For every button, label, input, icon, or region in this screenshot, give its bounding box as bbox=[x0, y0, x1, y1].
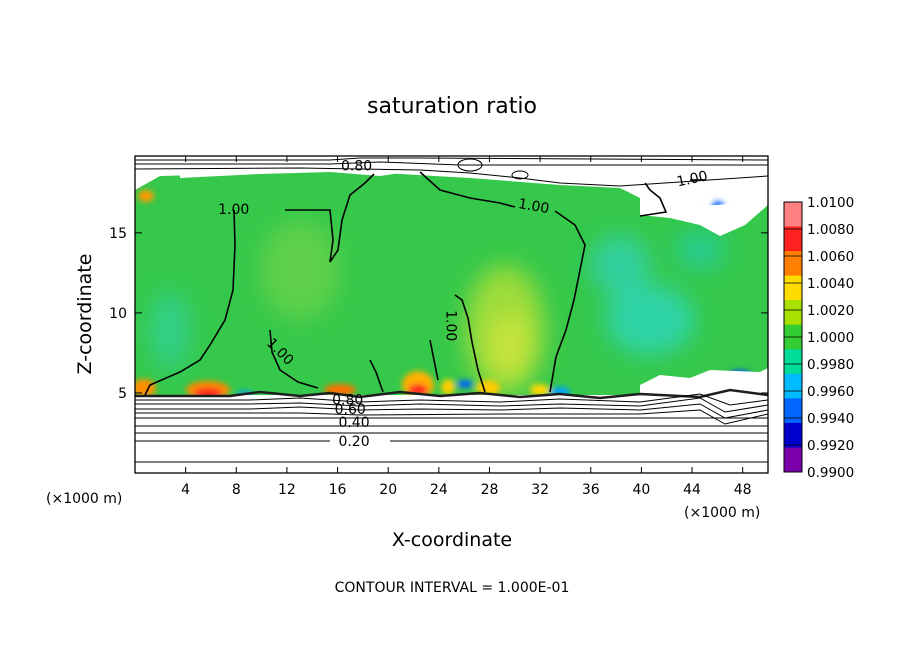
contour-1-00 bbox=[269, 329, 319, 389]
x-tick-label: 16 bbox=[329, 482, 347, 498]
contour-label: 1.00 bbox=[517, 196, 550, 217]
x-unit-right: (×1000 m) bbox=[684, 505, 760, 521]
colorbar-swatch bbox=[784, 422, 802, 448]
contour-1-00 bbox=[285, 173, 375, 263]
field-light bbox=[260, 220, 340, 320]
contour-label: 1.00 bbox=[218, 202, 249, 218]
y-tick-label: 5 bbox=[118, 386, 127, 402]
contour-1-00 bbox=[369, 359, 384, 393]
colorbar-label: 1.0060 bbox=[807, 249, 854, 265]
contour-1-00 bbox=[549, 210, 586, 393]
contour-label-text: 1.00 bbox=[443, 310, 459, 341]
colorbar-swatch bbox=[784, 349, 802, 375]
x-axis: 4 8 12 16 20 24 28 32 36 40 44 48 bbox=[181, 156, 752, 498]
colorbar-label: 1.0080 bbox=[807, 222, 854, 238]
contour-label: 0.60 bbox=[335, 402, 366, 418]
field-cyan bbox=[150, 290, 190, 370]
contour-lines bbox=[144, 171, 705, 396]
x-tick-label: 20 bbox=[379, 482, 397, 498]
colorbar-label: 1.0000 bbox=[807, 330, 854, 346]
contour-label-text: 1.00 bbox=[218, 202, 249, 218]
x-tick-label: 40 bbox=[632, 482, 650, 498]
contour-1-00 bbox=[639, 182, 668, 217]
colorbar: 1.0100 1.0080 1.0060 1.0040 1.0020 1.0000 0.99… bbox=[783, 195, 854, 481]
x-tick-label: 8 bbox=[232, 482, 241, 498]
colorbar-label: 1.0020 bbox=[807, 303, 854, 319]
colorbar-label: 0.9980 bbox=[807, 357, 854, 373]
contour-1-00 bbox=[429, 339, 439, 381]
colorbar-label: 1.0040 bbox=[807, 276, 854, 292]
colorbar-swatch bbox=[784, 447, 802, 473]
contour-label: 0.20 bbox=[338, 434, 369, 450]
contour-1-00 bbox=[419, 171, 516, 208]
colorbar-swatch bbox=[784, 251, 802, 277]
field-light bbox=[488, 313, 532, 377]
colorbar-swatch bbox=[784, 226, 802, 252]
colorbar-label: 0.9920 bbox=[807, 438, 854, 454]
contour-label: 0.80 bbox=[332, 392, 363, 408]
white-pocket bbox=[640, 368, 768, 395]
x-tick-label: 32 bbox=[531, 482, 549, 498]
spot-cool bbox=[457, 380, 473, 388]
contour-1-00 bbox=[144, 209, 236, 396]
colorbar-swatch bbox=[784, 202, 802, 228]
y-axis-label: Z-coordinate bbox=[74, 254, 96, 375]
colorbar-swatch bbox=[784, 275, 802, 301]
x-tick-label: 4 bbox=[181, 482, 190, 498]
white-pocket bbox=[640, 190, 768, 236]
colorbar-label: 1.0100 bbox=[807, 195, 854, 211]
contour-label-text: 0.80 bbox=[332, 392, 363, 408]
contour-label-text: 0.40 bbox=[338, 415, 369, 431]
spot-warm bbox=[530, 384, 550, 396]
plot-area bbox=[135, 156, 768, 473]
x-tick-label: 44 bbox=[683, 482, 701, 498]
plot-frame bbox=[134, 155, 769, 474]
x-unit-left: (×1000 m) bbox=[46, 491, 122, 507]
contour-label-text: 0.80 bbox=[341, 159, 372, 175]
colorbar-swatch bbox=[784, 398, 802, 424]
spot-warm bbox=[138, 190, 154, 202]
colorbar-swatch bbox=[784, 300, 802, 326]
spot-warm bbox=[441, 379, 455, 395]
y-axis: 5 10 15 bbox=[109, 226, 768, 402]
isolines-lower bbox=[135, 393, 768, 463]
contour-1-00 bbox=[454, 294, 486, 393]
y-tick-label: 15 bbox=[109, 226, 127, 242]
isolines-upper bbox=[135, 157, 768, 187]
colorbar-label: 0.9900 bbox=[807, 465, 854, 481]
cloud-base-edge bbox=[135, 388, 768, 400]
colorbar-swatch bbox=[784, 373, 802, 399]
x-axis-label: X-coordinate bbox=[392, 529, 512, 551]
white-pocket bbox=[180, 165, 420, 178]
contour-label-text: 0.20 bbox=[338, 434, 369, 450]
contour-label: 1.00 bbox=[443, 310, 459, 341]
colorbar-label: 0.9940 bbox=[807, 411, 854, 427]
x-tick-label: 36 bbox=[582, 482, 600, 498]
contour-label: 0.80 bbox=[341, 159, 372, 175]
colorbar-label: 0.9960 bbox=[807, 384, 854, 400]
contour-label: 1.00 bbox=[675, 168, 709, 190]
x-tick-label: 28 bbox=[481, 482, 499, 498]
field-cyan bbox=[675, 230, 725, 270]
contour-label-text: 1.00 bbox=[517, 196, 550, 217]
contour-labels: 0.801.00 1.001.001.001.000.800.600.400.20 bbox=[218, 159, 709, 450]
field-cyan bbox=[590, 235, 650, 295]
x-tick-label: 12 bbox=[278, 482, 296, 498]
contour-label-text: 1.00 bbox=[675, 168, 709, 190]
contour-interval-footer: CONTOUR INTERVAL = 1.000E-01 bbox=[335, 580, 570, 596]
y-tick-label: 10 bbox=[109, 306, 127, 322]
chart-title: saturation ratio bbox=[367, 94, 537, 119]
x-tick-label: 48 bbox=[734, 482, 752, 498]
contour-label-text: 0.60 bbox=[335, 402, 366, 418]
x-tick-label: 24 bbox=[430, 482, 448, 498]
contour-label: 0.40 bbox=[338, 415, 369, 431]
field-cyan bbox=[605, 285, 695, 355]
